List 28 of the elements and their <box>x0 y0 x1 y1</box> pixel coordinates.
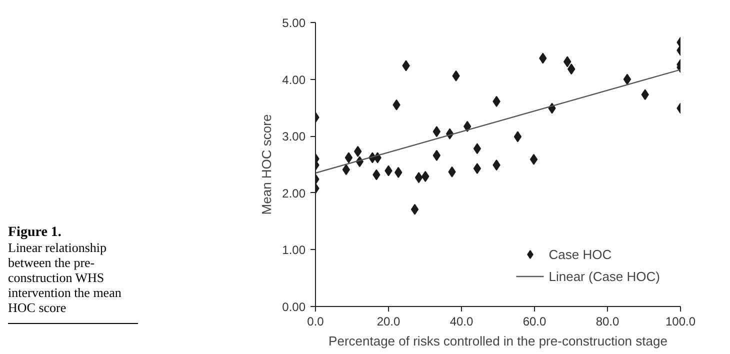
y-tick-label: 4.00 <box>282 72 306 87</box>
y-tick-label: 0.00 <box>282 300 306 314</box>
y-tick-label: 1.00 <box>282 243 306 258</box>
point <box>432 126 441 138</box>
x-tick-label: 0.0 <box>307 314 324 328</box>
point <box>623 74 632 85</box>
point <box>473 143 482 154</box>
point <box>410 204 419 215</box>
text: Linear relationship between the pre-construction WHS intervention the mean HOC score <box>8 240 122 315</box>
point <box>514 131 522 142</box>
x-axis-title: Percentage of risks controlled in the pre-construction stage <box>328 334 668 348</box>
legend-label: Linear (Case HOC) <box>548 268 660 284</box>
point <box>344 152 353 164</box>
x-tick-label: 100.0 <box>665 314 696 328</box>
x-tick-label: 20.0 <box>376 314 401 328</box>
point <box>414 172 423 184</box>
x-tick-label: 60.0 <box>522 314 547 328</box>
point <box>432 150 441 161</box>
y-tick-label: 5.00 <box>282 16 306 30</box>
y-axis-title: Mean HOC score <box>259 114 274 215</box>
x-tick-label: 40.0 <box>450 314 474 328</box>
y-tick-label: 2.00 <box>282 186 306 200</box>
y-tick-label: 3.00 <box>282 130 306 144</box>
point <box>473 162 482 174</box>
legend-label: Case HOC <box>548 246 612 262</box>
x-tick-label: 80.0 <box>596 314 620 328</box>
point <box>530 154 538 165</box>
text: Figure 1. <box>8 225 62 240</box>
